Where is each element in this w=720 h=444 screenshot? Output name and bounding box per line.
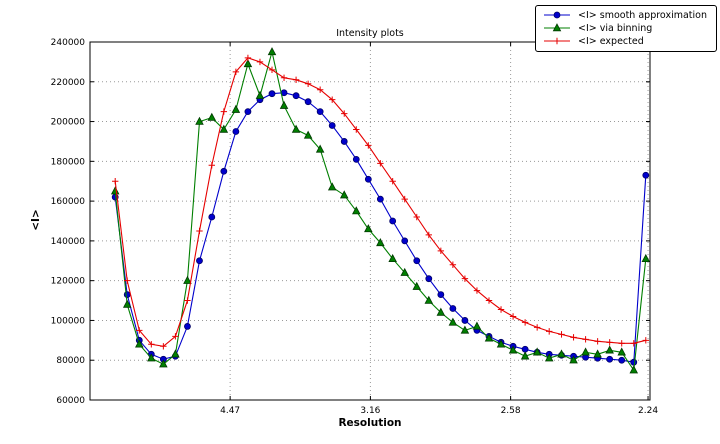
y-tick-label: 180000	[51, 157, 86, 167]
y-tick-label: 160000	[51, 197, 86, 207]
legend: <I> smooth approximation <I> via binning <…	[535, 5, 717, 52]
chart-title: Intensity plots	[336, 28, 404, 39]
legend-label: <I> smooth approximation	[578, 9, 707, 21]
y-tick-label: 60000	[56, 396, 85, 406]
legend-item: <I> smooth approximation	[542, 9, 707, 21]
triangle-marker-sample-icon	[544, 23, 571, 32]
legend-item: <I> expected	[542, 35, 707, 47]
x-tick-label: 3.16	[360, 406, 380, 416]
y-axis-label: <I>	[30, 209, 42, 231]
legend-label: <I> expected	[578, 35, 644, 47]
y-tick-label: 80000	[56, 356, 85, 366]
y-tick-label: 120000	[51, 277, 86, 287]
y-tick-label: 240000	[51, 38, 86, 48]
circle-marker-sample-icon	[544, 11, 571, 19]
y-tick-label: 220000	[51, 78, 86, 88]
legend-label: <I> via binning	[578, 22, 653, 34]
y-tick-label: 100000	[51, 316, 86, 326]
x-axis-label: Resolution	[338, 417, 402, 429]
y-tick-label: 140000	[51, 237, 86, 247]
y-tick-label: 200000	[51, 118, 86, 128]
x-tick-label: 2.24	[638, 406, 658, 416]
plus-marker-sample-icon	[544, 37, 571, 45]
legend-item: <I> via binning	[542, 22, 707, 34]
x-tick-label: 4.47	[220, 406, 240, 416]
x-tick-label: 2.58	[501, 406, 521, 416]
